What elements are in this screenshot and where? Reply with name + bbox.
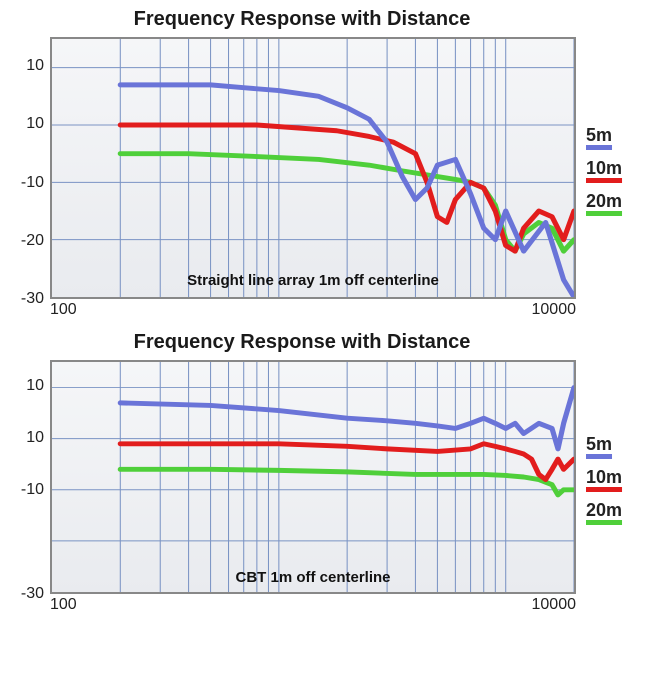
legend-item-20m: 20m bbox=[586, 500, 654, 521]
plot-area: CBT 1m off centerline bbox=[50, 360, 576, 594]
plot-area: Straight line array 1m off centerline bbox=[50, 37, 576, 299]
chart-row: 1010-10-20-30Straight line array 1m off … bbox=[10, 37, 654, 299]
chart-title: Frequency Response with Distance bbox=[10, 331, 654, 354]
y-axis: 1010-10-30 bbox=[10, 360, 50, 594]
x-tick-label: 10000 bbox=[532, 301, 577, 319]
y-tick-label: -20 bbox=[21, 232, 44, 250]
chart-title: Frequency Response with Distance bbox=[10, 8, 654, 31]
x-axis: 100 10000 bbox=[10, 594, 654, 614]
chart-row: 1010-10-30CBT 1m off centerline5m10m20m bbox=[10, 360, 654, 594]
legend-item-5m: 5m bbox=[586, 434, 654, 455]
y-tick-label: 10 bbox=[26, 377, 44, 395]
chart-0: Frequency Response with Distance 10 10 -10 -… bbox=[10, 8, 654, 319]
legend-item-10m: 10m bbox=[586, 158, 654, 179]
legend: 5m 10m 20m bbox=[576, 360, 654, 594]
y-tick-label: -10 bbox=[21, 481, 44, 499]
chart-subtitle: CBT 1m off centerline bbox=[235, 569, 390, 586]
y-tick-label: 10 bbox=[26, 57, 44, 75]
x-tick-label: 10000 bbox=[532, 596, 577, 614]
chart-1: Frequency Response with Distance 10 10 -10 -… bbox=[10, 331, 654, 614]
y-tick-label: -10 bbox=[21, 174, 44, 192]
y-tick-label: -30 bbox=[21, 290, 44, 308]
y-tick-label: 10 bbox=[26, 115, 44, 133]
legend-item-20m: 20m bbox=[586, 191, 654, 212]
y-axis: 1010-10-20-30 bbox=[10, 37, 50, 299]
chart-subtitle: Straight line array 1m off centerline bbox=[187, 272, 439, 289]
y-tick-label: -30 bbox=[21, 585, 44, 603]
legend-item-5m: 5m bbox=[586, 125, 654, 146]
y-tick-label: 10 bbox=[26, 429, 44, 447]
x-axis: 100 10000 bbox=[10, 299, 654, 319]
x-tick-label: 100 bbox=[50, 301, 77, 319]
x-tick-label: 100 bbox=[50, 596, 77, 614]
legend: 5m 10m 20m bbox=[576, 37, 654, 299]
legend-item-10m: 10m bbox=[586, 467, 654, 488]
